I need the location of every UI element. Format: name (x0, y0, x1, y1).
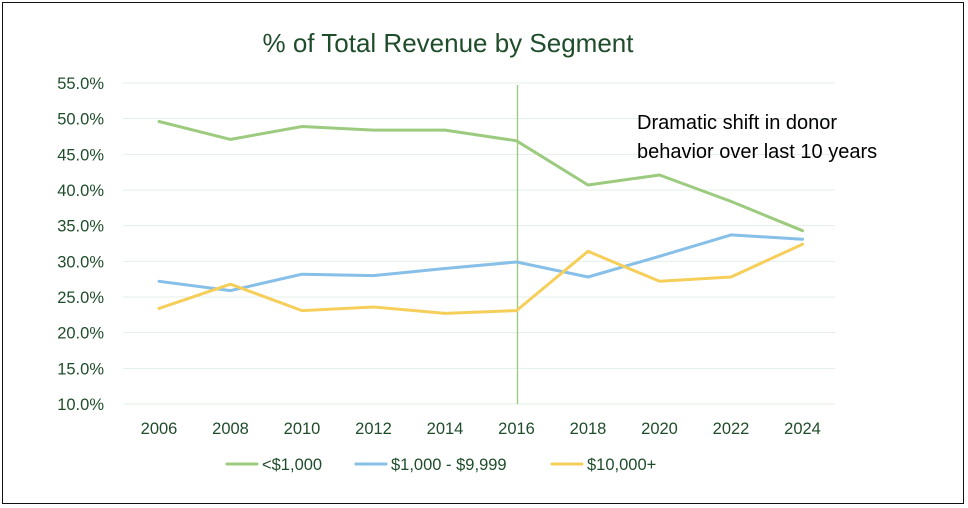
y-tick-label: 30.0% (57, 253, 104, 271)
x-axis-ticks: 2006 2008 2010 2012 2014 2016 2018 2020 2022 2024 (141, 420, 821, 438)
y-tick-label: 40.0% (57, 182, 104, 200)
y-tick-label: 20.0% (57, 325, 104, 343)
y-tick-label: 15.0% (57, 360, 104, 378)
legend-label: <$1,000 (262, 456, 322, 474)
series-line-1 (157, 120, 804, 233)
y-tick-label: 45.0% (57, 146, 104, 164)
y-axis-ticks: 55.0% 50.0% 45.0% 40.0% 35.0% 30.0% 25.0% 20.0%… (57, 75, 104, 414)
series-line-3 (157, 242, 804, 315)
series-lines (157, 120, 804, 315)
y-tick-label: 35.0% (57, 218, 104, 236)
chart-title: % of Total Revenue by Segment (263, 28, 635, 58)
x-tick-label: 2020 (641, 420, 678, 438)
x-tick-label: 2010 (284, 420, 321, 438)
y-tick-label: 25.0% (57, 289, 104, 307)
y-tick-label: 55.0% (57, 75, 104, 93)
series-line-2 (157, 233, 804, 293)
gridlines (123, 82, 835, 405)
x-tick-label: 2006 (141, 420, 178, 438)
y-tick-label: 10.0% (57, 396, 104, 414)
legend-label: $1,000 - $9,999 (391, 456, 507, 474)
x-tick-label: 2016 (498, 420, 535, 438)
legend-label: $10,000+ (587, 456, 656, 474)
x-tick-label: 2024 (784, 420, 821, 438)
x-tick-label: 2008 (212, 420, 249, 438)
annotation-line-2: behavior over last 10 years (637, 141, 877, 163)
y-tick-label: 50.0% (57, 111, 104, 129)
annotation-line-1: Dramatic shift in donor (637, 112, 837, 134)
x-tick-label: 2014 (427, 420, 464, 438)
legend: <$1,000 $1,000 - $9,999 $10,000+ (225, 456, 656, 474)
x-tick-label: 2012 (355, 420, 392, 438)
x-tick-label: 2022 (713, 420, 750, 438)
x-tick-label: 2018 (570, 420, 607, 438)
